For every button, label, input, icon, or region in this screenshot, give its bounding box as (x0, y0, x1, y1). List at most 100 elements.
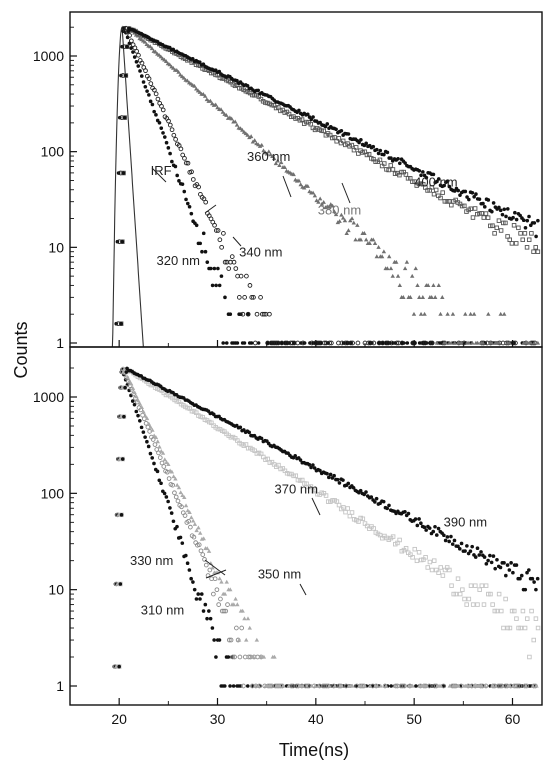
data-point (422, 311, 427, 316)
data-point (197, 530, 203, 535)
data-point (429, 185, 435, 190)
data-point (458, 193, 462, 197)
data-point (185, 561, 190, 565)
data-point (222, 591, 228, 596)
data-point (346, 481, 351, 486)
data-point (245, 84, 250, 88)
data-point (282, 165, 287, 170)
data-point (164, 460, 169, 464)
y-tick-label: 1 (56, 678, 64, 694)
data-point (456, 683, 461, 688)
data-point (472, 195, 476, 199)
data-point (473, 555, 478, 559)
data-point (343, 340, 348, 346)
data-point (529, 231, 534, 236)
data-point (214, 655, 218, 659)
data-point (483, 211, 489, 216)
data-point (181, 75, 187, 80)
data-point (155, 96, 161, 102)
data-point (327, 475, 331, 480)
data-point (496, 340, 502, 345)
data-point (525, 570, 529, 575)
data-point (153, 435, 159, 439)
data-point (122, 414, 126, 419)
data-point (468, 311, 473, 316)
data-point (515, 683, 521, 689)
data-point (342, 218, 348, 223)
data-point (312, 487, 318, 493)
data-point (350, 340, 355, 346)
data-point (162, 491, 167, 496)
data-point (364, 141, 368, 146)
data-point (421, 340, 426, 346)
data-point (325, 122, 330, 126)
data-point (261, 654, 267, 659)
data-point (501, 625, 506, 631)
data-point (410, 555, 415, 560)
data-point (497, 205, 501, 210)
y-tick-label: 10 (48, 582, 64, 598)
data-point (316, 199, 321, 204)
data-point (154, 113, 158, 117)
data-point (360, 516, 366, 522)
data-point (279, 341, 284, 345)
data-point (492, 231, 497, 236)
data-point (252, 138, 257, 143)
data-point (208, 98, 213, 103)
data-point (479, 583, 485, 588)
data-point (228, 684, 232, 688)
data-point (362, 231, 367, 235)
data-point (413, 517, 418, 521)
data-point (412, 546, 418, 552)
data-point (389, 684, 393, 688)
data-point (159, 460, 165, 466)
data-point (484, 562, 489, 566)
data-point (468, 206, 474, 211)
data-point (334, 127, 338, 132)
data-point (417, 517, 421, 521)
data-point (425, 283, 431, 288)
data-point (201, 536, 206, 541)
data-point (162, 457, 167, 462)
data-point (463, 189, 468, 194)
data-point (166, 462, 171, 467)
series-label: 360 nm (247, 149, 290, 164)
data-point (438, 683, 444, 688)
data-point (251, 295, 256, 300)
data-point (126, 29, 131, 34)
data-point (208, 616, 213, 621)
data-point (178, 146, 184, 152)
data-point (156, 450, 161, 456)
data-point (155, 469, 160, 474)
data-point (336, 136, 342, 141)
data-point (372, 241, 378, 245)
data-point (472, 206, 478, 211)
data-point (145, 89, 149, 93)
data-point (401, 295, 406, 299)
data-point (353, 145, 359, 150)
data-point (273, 161, 279, 166)
data-point (197, 89, 202, 94)
series-400-nm (119, 26, 540, 326)
data-point (120, 457, 125, 461)
y-axis-title: Counts (11, 321, 31, 378)
data-point (210, 626, 215, 630)
data-point (148, 99, 153, 104)
data-point (339, 683, 344, 688)
data-point (291, 172, 296, 177)
data-point (202, 557, 207, 562)
data-point (283, 340, 288, 346)
data-point (296, 178, 302, 183)
data-point (259, 436, 264, 441)
data-point (414, 684, 418, 688)
series-350-nm (114, 367, 539, 688)
data-point (380, 341, 385, 345)
data-point (228, 637, 234, 643)
data-point (381, 499, 386, 504)
data-point (327, 340, 332, 346)
data-point (201, 609, 206, 613)
data-point (496, 218, 502, 223)
data-point (173, 137, 178, 142)
data-point (418, 311, 424, 316)
data-point (459, 541, 464, 546)
